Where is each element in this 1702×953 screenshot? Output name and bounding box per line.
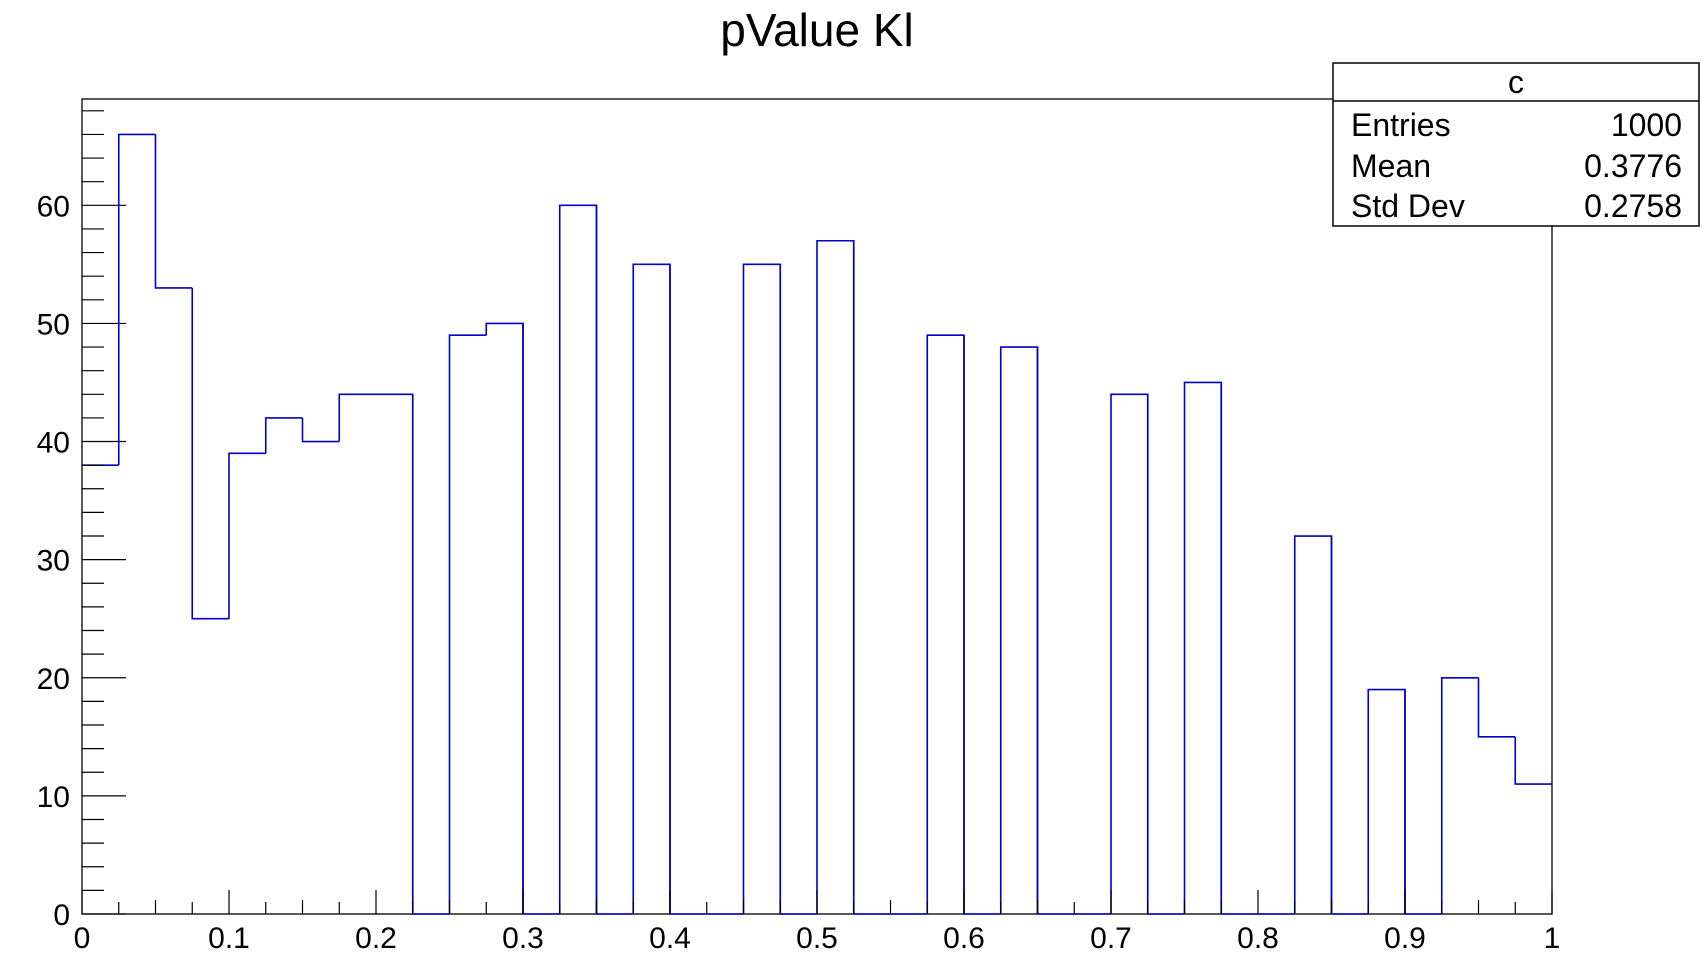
- x-tick-label: 0.7: [1090, 922, 1132, 953]
- histogram-bin: [926, 334, 965, 914]
- histogram-bin: [558, 204, 598, 914]
- histogram-bin: [411, 394, 450, 915]
- y-tick-label: 30: [37, 545, 70, 578]
- stats-box: c Entries 1000 Mean 0.3776 Std Dev 0.275…: [1332, 62, 1700, 227]
- stats-box-name: c: [1508, 64, 1524, 100]
- histogram-bins: [82, 133, 1552, 915]
- y-tick-label: 20: [37, 663, 70, 696]
- x-tick-label: 0.9: [1384, 922, 1426, 953]
- histogram-bin: [376, 393, 414, 914]
- x-tick-label: 0: [74, 922, 91, 953]
- x-tick-label: 1: [1544, 922, 1561, 953]
- x-tick-label: 0.2: [355, 922, 397, 953]
- histogram-bin: [1183, 381, 1223, 914]
- histogram-bin: [338, 393, 376, 442]
- histogram-bin: [1110, 393, 1149, 914]
- stats-mean-label: Mean: [1351, 148, 1431, 184]
- histogram-bin: [852, 240, 891, 915]
- histogram-bin: [1514, 736, 1552, 785]
- x-tick-label: 0.1: [208, 922, 250, 953]
- histogram-bin: [779, 264, 817, 915]
- histogram-bin: [1220, 382, 1258, 915]
- histogram-bin: [154, 134, 193, 289]
- stats-stddev-label: Std Dev: [1351, 188, 1465, 224]
- histogram-bin: [485, 322, 524, 914]
- histogram-bin: [117, 133, 156, 466]
- stats-box-frame: [1332, 62, 1700, 227]
- histogram-bin: [632, 263, 671, 914]
- y-tick-label: 50: [37, 308, 70, 341]
- x-axis: 0 0.1 0.2 0.3 0.4 0.5 0.6 0.7 0.8 0.9 1: [74, 890, 1561, 953]
- histogram-bin: [595, 205, 634, 915]
- histogram-bin: [1293, 535, 1333, 914]
- chart-title: pValue Kl: [720, 4, 914, 56]
- x-tick-label: 0.3: [502, 922, 544, 953]
- y-tick-label: 60: [37, 190, 70, 223]
- histogram-bin: [264, 417, 303, 454]
- histogram-bin: [1330, 536, 1369, 915]
- histogram-bin: [522, 323, 560, 915]
- histogram-bin: [1477, 677, 1516, 738]
- x-tick-label: 0.6: [943, 922, 985, 953]
- x-tick-label: 0.4: [649, 922, 691, 953]
- histogram-bin: [1146, 394, 1185, 915]
- stats-entries-value: 1000: [1611, 107, 1682, 143]
- x-tick-label: 0.8: [1237, 922, 1279, 953]
- stats-mean-value: 0.3776: [1584, 148, 1682, 184]
- y-tick-label: 10: [37, 781, 70, 814]
- y-tick-label: 0: [53, 899, 70, 932]
- histogram-bin: [963, 335, 1001, 915]
- histogram-bin: [999, 346, 1039, 914]
- y-axis: 0 10 20 30 40 50 60: [37, 110, 126, 932]
- histogram-bin: [228, 452, 266, 619]
- histogram-bin: [1367, 688, 1406, 914]
- histogram-bin: [1440, 676, 1479, 914]
- histogram-bin: [1404, 689, 1442, 915]
- stats-entries-label: Entries: [1351, 107, 1451, 143]
- x-tick-label: 0.5: [796, 922, 838, 953]
- histogram-bin: [448, 334, 487, 914]
- y-tick-label: 40: [37, 427, 70, 460]
- histogram-bin: [816, 239, 855, 914]
- histogram-bin: [1036, 347, 1075, 915]
- histogram-bin: [191, 287, 229, 620]
- histogram-bin: [742, 263, 782, 914]
- stats-stddev-value: 0.2758: [1584, 188, 1682, 224]
- histogram-bin: [301, 417, 340, 443]
- histogram-bin: [669, 264, 707, 915]
